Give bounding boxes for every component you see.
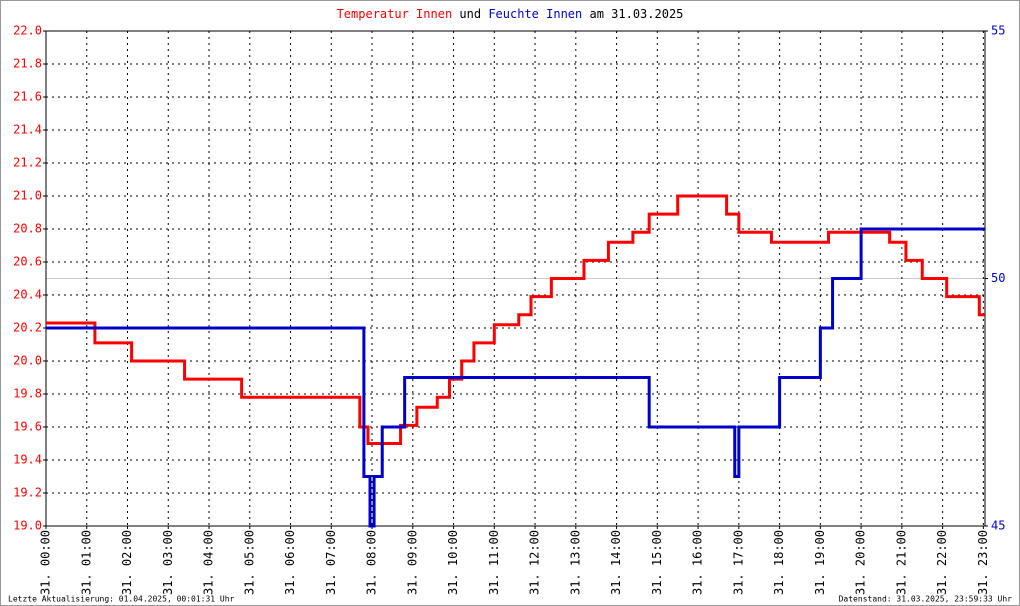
title-part: Feuchte Innen (488, 7, 582, 21)
x-tick-label: 31. 23:00 (976, 530, 990, 595)
y-tick-label: 19.4 (13, 453, 42, 467)
y-tick-label: 20.0 (13, 354, 42, 368)
x-tick-label: 31. 08:00 (365, 530, 379, 595)
y-tick-label: 21.6 (13, 90, 42, 104)
y-tick-label: 19.2 (13, 486, 42, 500)
x-tick-label: 31. 20:00 (854, 530, 868, 595)
x-tick-label: 31. 05:00 (242, 530, 256, 595)
series-line (46, 227, 985, 528)
x-tick-label: 31. 03:00 (161, 530, 175, 595)
y-tick-label: 20.6 (13, 255, 42, 269)
x-tick-label: 31. 02:00 (120, 530, 134, 595)
y-tick-label: 20.2 (13, 321, 42, 335)
y-tick-label: 21.8 (13, 57, 42, 71)
x-tick-label: 31. 11:00 (487, 530, 501, 595)
chart-title: Temperatur Innen und Feuchte Innen am 31… (337, 7, 684, 21)
y-tick-label: 19.6 (13, 420, 42, 434)
x-tick-label: 31. 22:00 (935, 530, 949, 595)
title-part: Temperatur Innen (337, 7, 453, 21)
x-tick-label: 31. 16:00 (691, 530, 705, 595)
y-tick-label: 20.8 (13, 222, 42, 236)
footer-right: Datenstand: 31.03.2025, 23:59:33 Uhr (839, 595, 1013, 604)
x-tick-label: 31. 09:00 (405, 530, 419, 595)
x-tick-label: 31. 19:00 (813, 530, 827, 595)
y-tick-label: 21.2 (13, 156, 42, 170)
x-tick-label: 31. 21:00 (894, 530, 908, 595)
x-tick-label: 31. 06:00 (283, 530, 297, 595)
y2-tick-label: 50 (991, 271, 1005, 285)
plot-frame (45, 30, 986, 527)
footer-left: Letzte Aktualisierung: 01.04.2025, 00:01… (8, 595, 235, 604)
y-tick-label: 21.4 (13, 123, 42, 137)
y-tick-label: 19.8 (13, 387, 42, 401)
x-tick-label: 31. 14:00 (609, 530, 623, 595)
y-tick-label: 21.0 (13, 189, 42, 203)
y2-tick-label: 45 (991, 519, 1005, 533)
x-tick-label: 31. 07:00 (324, 530, 338, 595)
x-tick-label: 31. 10:00 (446, 530, 460, 595)
x-tick-label: 31. 13:00 (568, 530, 582, 595)
y-tick-label: 22.0 (13, 24, 42, 38)
x-tick-label: 31. 18:00 (772, 530, 786, 595)
y-tick-label: 20.4 (13, 288, 42, 302)
x-tick-label: 31. 01:00 (79, 530, 93, 595)
x-tick-label: 31. 04:00 (202, 530, 216, 595)
x-tick-label: 31. 17:00 (731, 530, 745, 595)
x-tick-label: 31. 12:00 (528, 530, 542, 595)
y2-tick-label: 55 (991, 24, 1005, 38)
title-part: am 31.03.2025 (589, 7, 683, 21)
x-tick-label: 31. 15:00 (650, 530, 664, 595)
y-tick-label: 19.0 (13, 519, 42, 533)
x-tick-label: 31. 00:00 (39, 530, 53, 595)
series-line (46, 194, 985, 445)
title-part: und (459, 7, 481, 21)
